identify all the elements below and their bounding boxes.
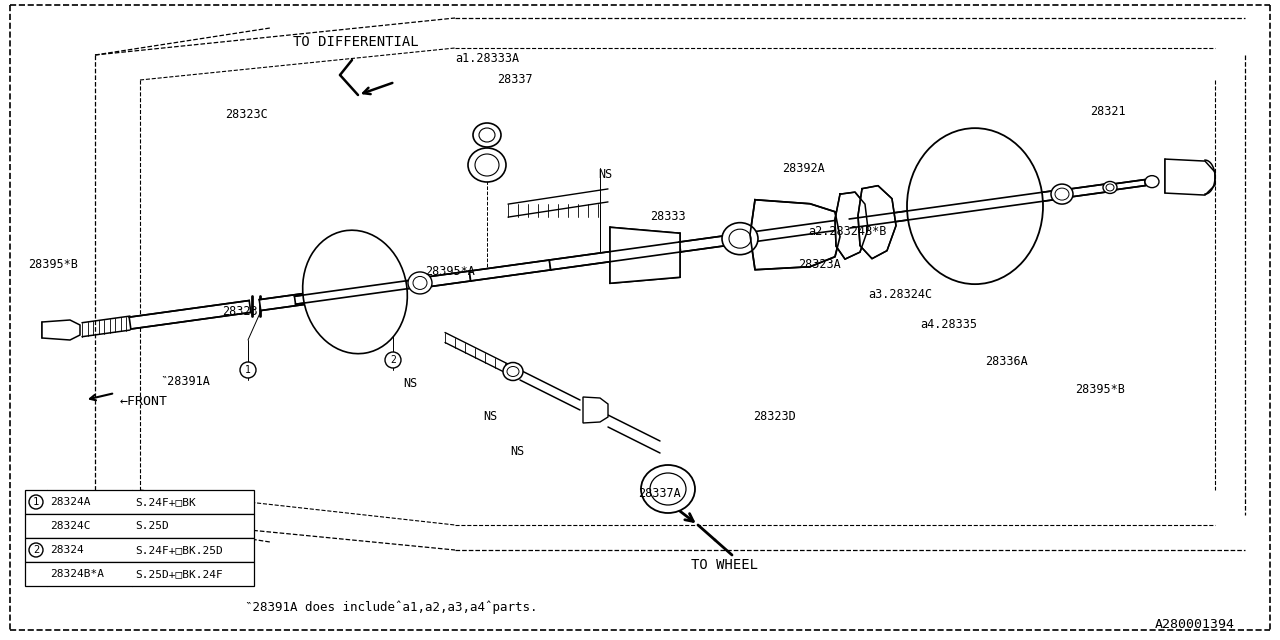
Text: ‶28391A does includeˆa1,a2,a3,a4ˆparts.: ‶28391A does includeˆa1,a2,a3,a4ˆparts. [244,600,538,614]
Ellipse shape [1146,175,1158,188]
Text: 28392A: 28392A [782,162,824,175]
Polygon shape [835,192,868,259]
Text: 28321: 28321 [1091,105,1125,118]
Ellipse shape [29,495,44,509]
Polygon shape [549,242,681,270]
Polygon shape [470,260,550,281]
Text: 28323C: 28323C [225,108,268,121]
Text: 28337A: 28337A [637,487,681,500]
Ellipse shape [650,473,686,505]
Polygon shape [680,218,851,252]
Ellipse shape [385,352,401,368]
Polygon shape [611,227,680,284]
Polygon shape [850,190,1061,228]
Text: 2: 2 [33,545,40,555]
Text: 1: 1 [33,497,40,507]
Text: 2: 2 [390,355,396,365]
Ellipse shape [29,543,44,557]
Text: a4.28335: a4.28335 [920,318,977,331]
Text: 28337: 28337 [497,73,532,86]
Polygon shape [1110,180,1146,191]
Polygon shape [858,186,896,259]
Text: TO WHEEL: TO WHEEL [691,558,758,572]
Ellipse shape [507,367,518,376]
Text: 28323A: 28323A [797,258,841,271]
Ellipse shape [474,123,500,147]
Ellipse shape [1106,184,1114,191]
Text: a1.28333A: a1.28333A [454,52,520,65]
Text: 28324C: 28324C [50,521,91,531]
Ellipse shape [730,229,751,248]
Text: 1: 1 [244,365,251,375]
Text: 28336A: 28336A [986,355,1028,368]
Text: 28323D: 28323D [753,410,796,423]
Ellipse shape [1103,182,1117,193]
Text: a3.28324C: a3.28324C [868,288,932,301]
Text: A280001394: A280001394 [1155,618,1235,631]
Ellipse shape [468,148,506,182]
Text: 28333: 28333 [650,210,686,223]
Ellipse shape [479,128,495,142]
Bar [26,514,253,538]
Polygon shape [415,271,471,289]
Bar [26,538,253,562]
Ellipse shape [413,276,428,289]
Text: a2.28324B*B: a2.28324B*B [808,225,886,238]
Polygon shape [260,289,335,310]
Text: S.25D: S.25D [134,521,169,531]
Text: S.24F+□BK: S.24F+□BK [134,497,196,507]
Polygon shape [1061,184,1111,198]
Text: ←FRONT: ←FRONT [120,395,168,408]
Text: NS: NS [403,377,417,390]
Ellipse shape [241,362,256,378]
Text: 28324A: 28324A [50,497,91,507]
Text: 28395*B: 28395*B [1075,383,1125,396]
Ellipse shape [1051,184,1073,204]
Text: NS: NS [509,445,525,458]
Bar [26,490,253,514]
Text: NS: NS [598,168,612,181]
Polygon shape [582,397,608,423]
Polygon shape [750,200,840,269]
Polygon shape [129,301,251,329]
Text: 28395*B: 28395*B [28,258,78,271]
Ellipse shape [1055,188,1069,200]
Ellipse shape [302,230,407,354]
Text: NS: NS [483,410,497,423]
Ellipse shape [908,128,1043,284]
Text: 28395*A: 28395*A [425,265,475,278]
Text: ‶28391A: ‶28391A [160,375,210,388]
Polygon shape [1165,159,1215,195]
Ellipse shape [408,272,433,294]
Polygon shape [42,320,81,340]
Text: TO DIFFERENTIAL: TO DIFFERENTIAL [293,35,419,49]
Text: 28324: 28324 [50,545,83,555]
Ellipse shape [641,465,695,513]
Ellipse shape [503,362,524,381]
Text: 28324B*A: 28324B*A [50,569,104,579]
Ellipse shape [722,223,758,255]
Ellipse shape [475,154,499,176]
Polygon shape [294,280,416,304]
Bar [26,562,253,586]
Text: S.24F+□BK.25D: S.24F+□BK.25D [134,545,223,555]
Text: S.25D+□BK.24F: S.25D+□BK.24F [134,569,223,579]
Text: 28323: 28323 [221,305,257,318]
